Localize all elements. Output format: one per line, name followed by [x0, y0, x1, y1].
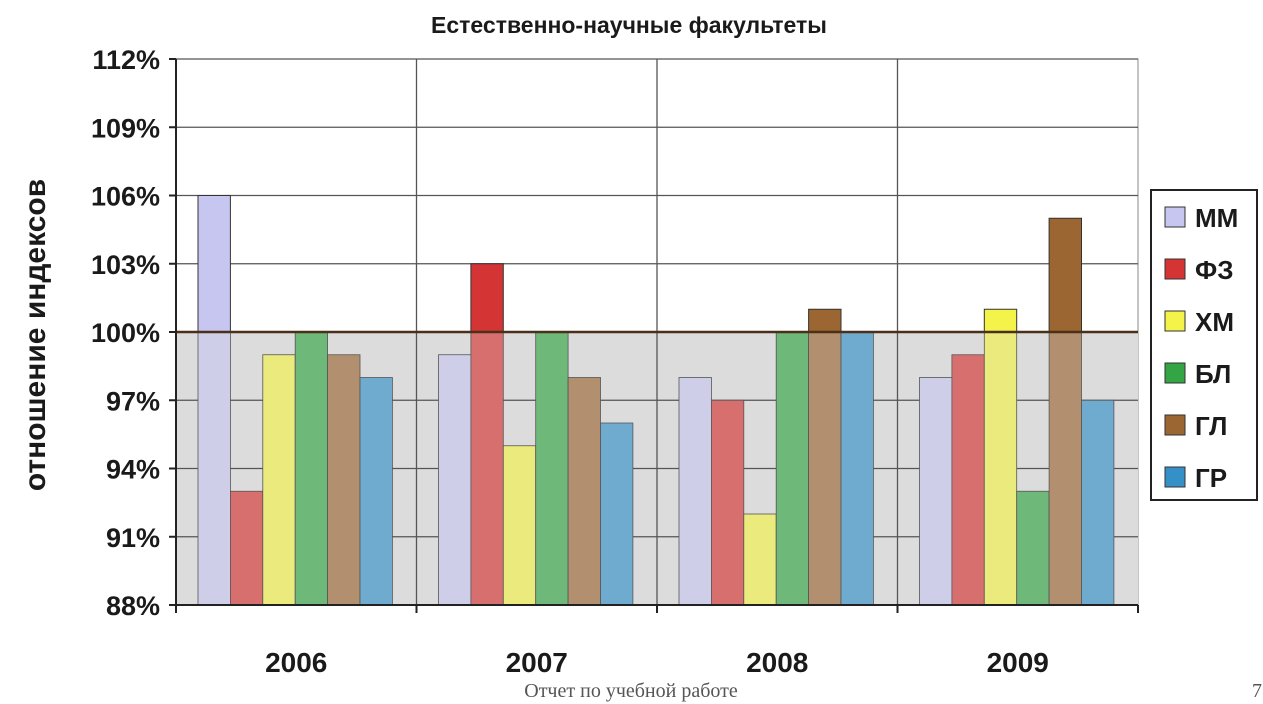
y-tick-label: 100% [91, 318, 160, 348]
bar [1048, 217, 1082, 333]
y-tick-label: 112% [92, 45, 160, 75]
legend-label: ММ [1195, 203, 1238, 233]
bar [438, 354, 472, 606]
y-tick-label: 97% [106, 386, 160, 416]
legend-label: ГР [1195, 463, 1227, 493]
y-tick-label: 88% [106, 591, 160, 621]
bar [743, 513, 777, 606]
legend-swatch [1164, 414, 1186, 436]
axes [169, 58, 1139, 613]
y-tick-label: 106% [91, 182, 160, 212]
y-tick-labels: 88% 91% 94% 97% 100% 103% 106% 109% 112% [91, 45, 160, 621]
legend-label: ГЛ [1195, 411, 1227, 441]
y-tick-label: 91% [106, 523, 160, 553]
bar [808, 308, 842, 333]
legend-box [1150, 189, 1258, 501]
bar [359, 377, 393, 606]
y-tick-label: 103% [91, 250, 160, 280]
x-tick-label: 2008 [746, 647, 808, 678]
bar [327, 354, 361, 606]
bars [197, 195, 1115, 606]
legend: ММ ФЗ ХМ БЛ ГЛ ГР [1150, 189, 1258, 501]
bar [678, 377, 712, 606]
bar [262, 354, 296, 606]
bar [600, 422, 634, 606]
bar [294, 331, 329, 606]
bar [470, 331, 504, 606]
bar [919, 377, 953, 606]
chart-title: Естественно-научные факультеты [431, 12, 827, 38]
x-tick-labels: 2006 2007 2008 2009 [265, 647, 1049, 678]
bar [983, 331, 1018, 606]
bar [840, 331, 874, 606]
bar [535, 331, 569, 606]
legend-swatch [1164, 466, 1186, 488]
bar [951, 354, 985, 606]
legend-swatch [1164, 258, 1186, 280]
bar [197, 331, 231, 606]
y-axis-label: отношение индексов [19, 179, 52, 491]
bar [983, 308, 1018, 333]
bar [197, 195, 231, 333]
x-tick-label: 2006 [265, 647, 327, 678]
y-tick-label: 109% [91, 113, 160, 143]
bar [808, 331, 842, 606]
bar [567, 377, 601, 606]
bar [229, 490, 264, 606]
legend-label: ФЗ [1195, 255, 1233, 285]
legend-label: ХМ [1195, 307, 1234, 337]
legend-swatch [1164, 206, 1186, 228]
legend-label: БЛ [1195, 359, 1231, 389]
x-tick-label: 2007 [506, 647, 568, 678]
y-tick-label: 94% [106, 455, 160, 485]
bar [1048, 331, 1082, 606]
legend-swatch [1164, 362, 1186, 384]
bar [775, 331, 810, 606]
bar [502, 445, 537, 606]
x-tick-label: 2009 [987, 647, 1049, 678]
bar [711, 399, 745, 606]
bar [1016, 490, 1050, 606]
bar [1081, 399, 1115, 606]
page-number: 7 [1252, 680, 1262, 702]
bar [470, 263, 504, 333]
footer-text: Отчет по учебной работе [524, 680, 738, 702]
legend-swatch [1164, 310, 1186, 332]
